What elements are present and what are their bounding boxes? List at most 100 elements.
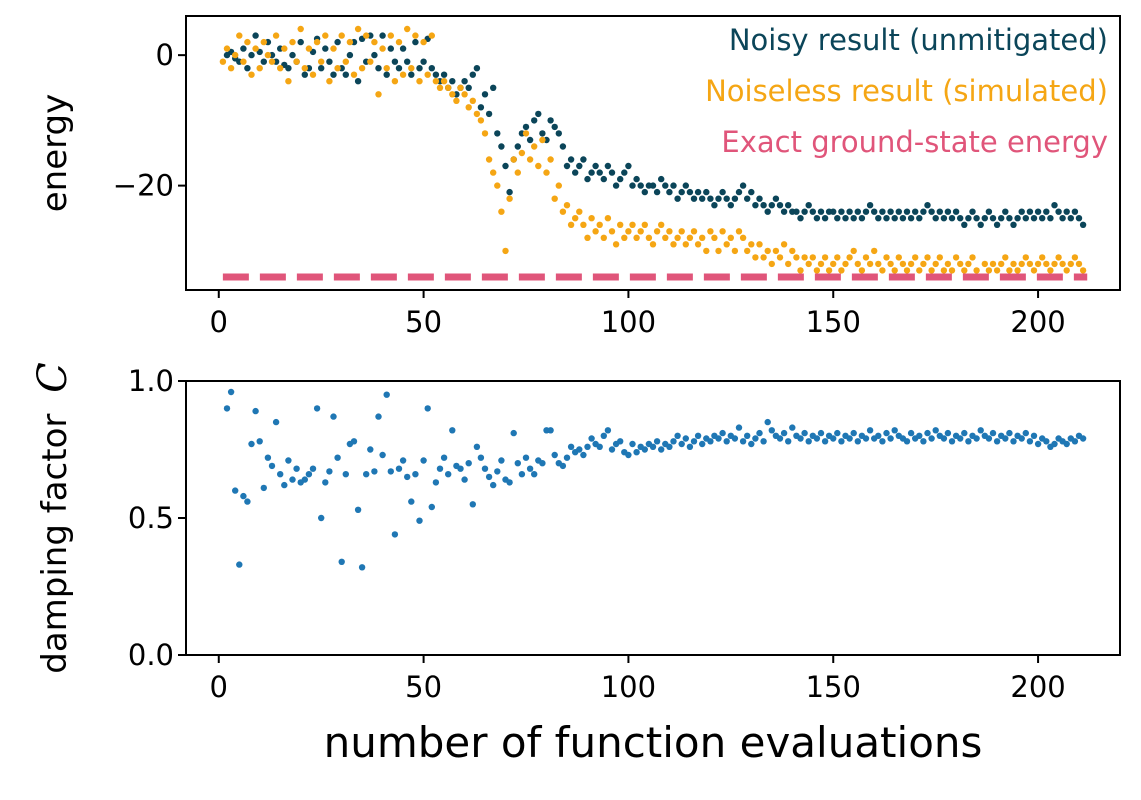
energy-point-s0 [649, 182, 657, 189]
energy-point-s0 [981, 215, 988, 222]
energy-legend: Noisy result (unmitigated) Noiseless resu… [705, 23, 1108, 159]
damping-point-s0 [883, 429, 890, 437]
energy-xtick-label: 200 [1010, 305, 1065, 339]
damping-point-s0 [785, 438, 792, 445]
damping-point-s0 [920, 438, 927, 445]
damping-point-s0 [875, 432, 882, 439]
energy-point-s1 [666, 228, 673, 235]
energy-point-s0 [903, 208, 911, 215]
damping-point-s0 [567, 443, 575, 450]
damping-ylabel-symbol: C [30, 362, 76, 393]
damping-point-s0 [277, 471, 284, 478]
energy-point-s1 [608, 228, 616, 235]
energy-point-s1 [801, 254, 808, 261]
damping-point-s0 [924, 429, 931, 437]
energy-axis-ticks: 0 50 100 150 200 0 −20 [113, 38, 1066, 339]
energy-point-s1 [739, 234, 747, 241]
energy-point-s0 [1079, 221, 1087, 228]
damping-point-s0 [965, 438, 972, 445]
energy-point-s1 [301, 65, 308, 72]
energy-point-s0 [625, 162, 632, 170]
energy-point-s0 [469, 71, 476, 78]
energy-point-s1 [772, 247, 780, 255]
energy-point-s0 [895, 208, 902, 215]
energy-point-s0 [699, 195, 706, 202]
energy-point-s1 [948, 267, 956, 274]
damping-point-s0 [428, 503, 435, 511]
damping-point-s0 [547, 427, 554, 434]
energy-point-s0 [772, 195, 780, 202]
energy-point-s1 [1002, 254, 1009, 261]
energy-point-s1 [707, 228, 714, 235]
energy-point-s1 [563, 202, 571, 209]
damping-point-s0 [723, 438, 730, 445]
energy-point-s0 [887, 208, 894, 215]
energy-point-s1 [776, 254, 784, 261]
damping-point-s0 [232, 487, 239, 494]
energy-point-s1 [649, 241, 657, 248]
energy-point-s0 [404, 58, 411, 65]
energy-point-s1 [703, 247, 710, 255]
damping-xtick-label: 100 [601, 670, 656, 704]
energy-point-s1 [264, 51, 272, 59]
damping-point-s0 [248, 440, 255, 448]
damping-point-s0 [1026, 438, 1034, 445]
energy-point-s0 [793, 208, 800, 215]
energy-point-s1 [699, 234, 706, 241]
damping-point-s0 [670, 438, 677, 445]
energy-point-s0 [559, 143, 567, 150]
damping-point-s0 [260, 484, 267, 492]
energy-point-s1 [944, 260, 952, 268]
energy-point-s1 [907, 260, 915, 268]
energy-point-s1 [645, 234, 653, 241]
energy-xtick-label: 0 [210, 305, 228, 339]
energy-point-s1 [322, 32, 329, 39]
energy-point-s0 [723, 195, 730, 202]
energy-point-s1 [506, 195, 513, 202]
damping-point-s0 [887, 435, 894, 442]
damping-xlabel: number of function evaluations [324, 718, 983, 767]
energy-point-s0 [526, 136, 534, 144]
energy-point-s1 [330, 45, 337, 52]
energy-point-s0 [858, 215, 866, 222]
damping-point-s0 [510, 429, 517, 437]
energy-point-s0 [916, 215, 923, 222]
legend-entry-1: Noiseless result (simulated) [705, 74, 1108, 108]
damping-point-s0 [957, 435, 964, 442]
energy-point-s1 [305, 45, 313, 52]
damping-point-s0 [518, 471, 526, 478]
energy-point-s1 [453, 97, 460, 105]
energy-point-s0 [551, 123, 558, 131]
energy-point-s0 [830, 208, 837, 215]
damping-point-s0 [731, 435, 739, 442]
energy-point-s0 [715, 195, 722, 202]
energy-point-s0 [1030, 215, 1038, 222]
energy-point-s0 [707, 195, 714, 202]
damping-point-s0 [559, 462, 567, 470]
energy-point-s1 [371, 38, 378, 46]
energy-point-s1 [522, 130, 530, 137]
energy-point-s0 [1063, 208, 1070, 215]
energy-point-s1 [232, 51, 239, 59]
energy-point-s1 [879, 267, 886, 274]
energy-point-s1 [272, 32, 280, 39]
damping-point-s0 [604, 427, 612, 434]
energy-point-s0 [1055, 208, 1062, 215]
energy-point-s0 [940, 215, 948, 222]
energy-point-s1 [526, 156, 534, 163]
damping-point-s0 [764, 418, 771, 426]
damping-point-s0 [940, 435, 948, 442]
energy-point-s0 [1026, 208, 1034, 215]
damping-point-s0 [682, 435, 689, 442]
energy-point-s0 [899, 215, 907, 222]
energy-point-s1 [535, 162, 542, 170]
damping-point-s0 [485, 473, 493, 481]
energy-ytick-label: −20 [113, 169, 174, 203]
energy-point-s1 [1079, 267, 1087, 274]
energy-point-s1 [969, 254, 976, 261]
energy-point-s1 [682, 241, 689, 248]
energy-point-s0 [961, 221, 968, 228]
energy-point-s1 [715, 247, 722, 255]
energy-point-s1 [694, 241, 702, 248]
energy-point-s1 [367, 58, 374, 65]
